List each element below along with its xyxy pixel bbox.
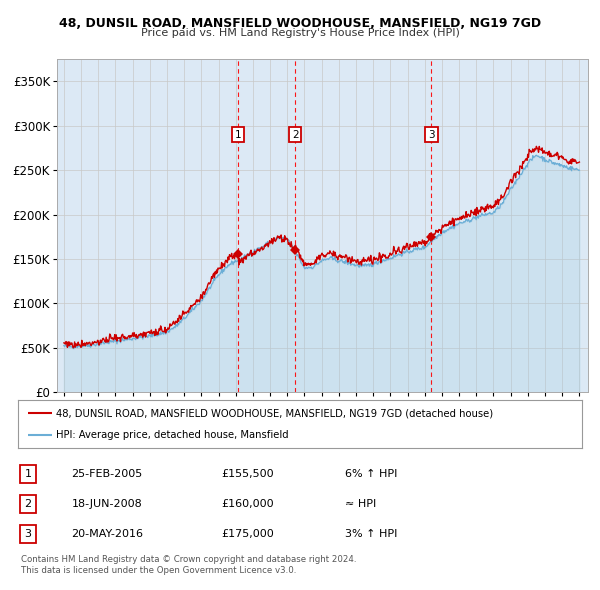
Text: 48, DUNSIL ROAD, MANSFIELD WOODHOUSE, MANSFIELD, NG19 7GD (detached house): 48, DUNSIL ROAD, MANSFIELD WOODHOUSE, MA… — [56, 408, 493, 418]
Text: 1: 1 — [25, 469, 32, 478]
Text: 3% ↑ HPI: 3% ↑ HPI — [345, 529, 397, 539]
Text: 20-MAY-2016: 20-MAY-2016 — [71, 529, 143, 539]
Text: HPI: Average price, detached house, Mansfield: HPI: Average price, detached house, Mans… — [56, 430, 289, 440]
Text: 18-JUN-2008: 18-JUN-2008 — [71, 499, 142, 509]
Text: £155,500: £155,500 — [221, 469, 274, 478]
Text: 25-FEB-2005: 25-FEB-2005 — [71, 469, 143, 478]
Text: This data is licensed under the Open Government Licence v3.0.: This data is licensed under the Open Gov… — [21, 566, 296, 575]
Text: Contains HM Land Registry data © Crown copyright and database right 2024.: Contains HM Land Registry data © Crown c… — [21, 555, 356, 563]
Text: 48, DUNSIL ROAD, MANSFIELD WOODHOUSE, MANSFIELD, NG19 7GD: 48, DUNSIL ROAD, MANSFIELD WOODHOUSE, MA… — [59, 17, 541, 30]
Text: 2: 2 — [292, 130, 298, 140]
Text: 3: 3 — [25, 529, 32, 539]
Text: 1: 1 — [235, 130, 241, 140]
Text: Price paid vs. HM Land Registry's House Price Index (HPI): Price paid vs. HM Land Registry's House … — [140, 28, 460, 38]
Text: £175,000: £175,000 — [221, 529, 274, 539]
Text: 6% ↑ HPI: 6% ↑ HPI — [345, 469, 397, 478]
Text: 2: 2 — [25, 499, 32, 509]
Text: ≈ HPI: ≈ HPI — [345, 499, 376, 509]
Text: 3: 3 — [428, 130, 434, 140]
Text: £160,000: £160,000 — [221, 499, 274, 509]
